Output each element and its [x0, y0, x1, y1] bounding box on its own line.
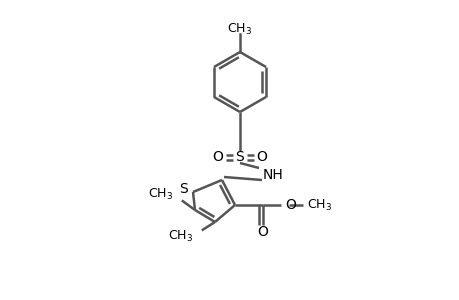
Text: O: O [256, 150, 267, 164]
Text: O: O [212, 150, 223, 164]
Text: O: O [257, 225, 268, 239]
Text: S: S [235, 150, 244, 164]
Text: CH$_3$: CH$_3$ [147, 186, 173, 202]
Text: CH$_3$: CH$_3$ [306, 197, 331, 212]
Text: O: O [285, 198, 295, 212]
Text: NH: NH [263, 168, 283, 182]
Text: CH$_3$: CH$_3$ [168, 228, 193, 244]
Text: S: S [179, 182, 188, 196]
Text: CH$_3$: CH$_3$ [227, 22, 252, 37]
